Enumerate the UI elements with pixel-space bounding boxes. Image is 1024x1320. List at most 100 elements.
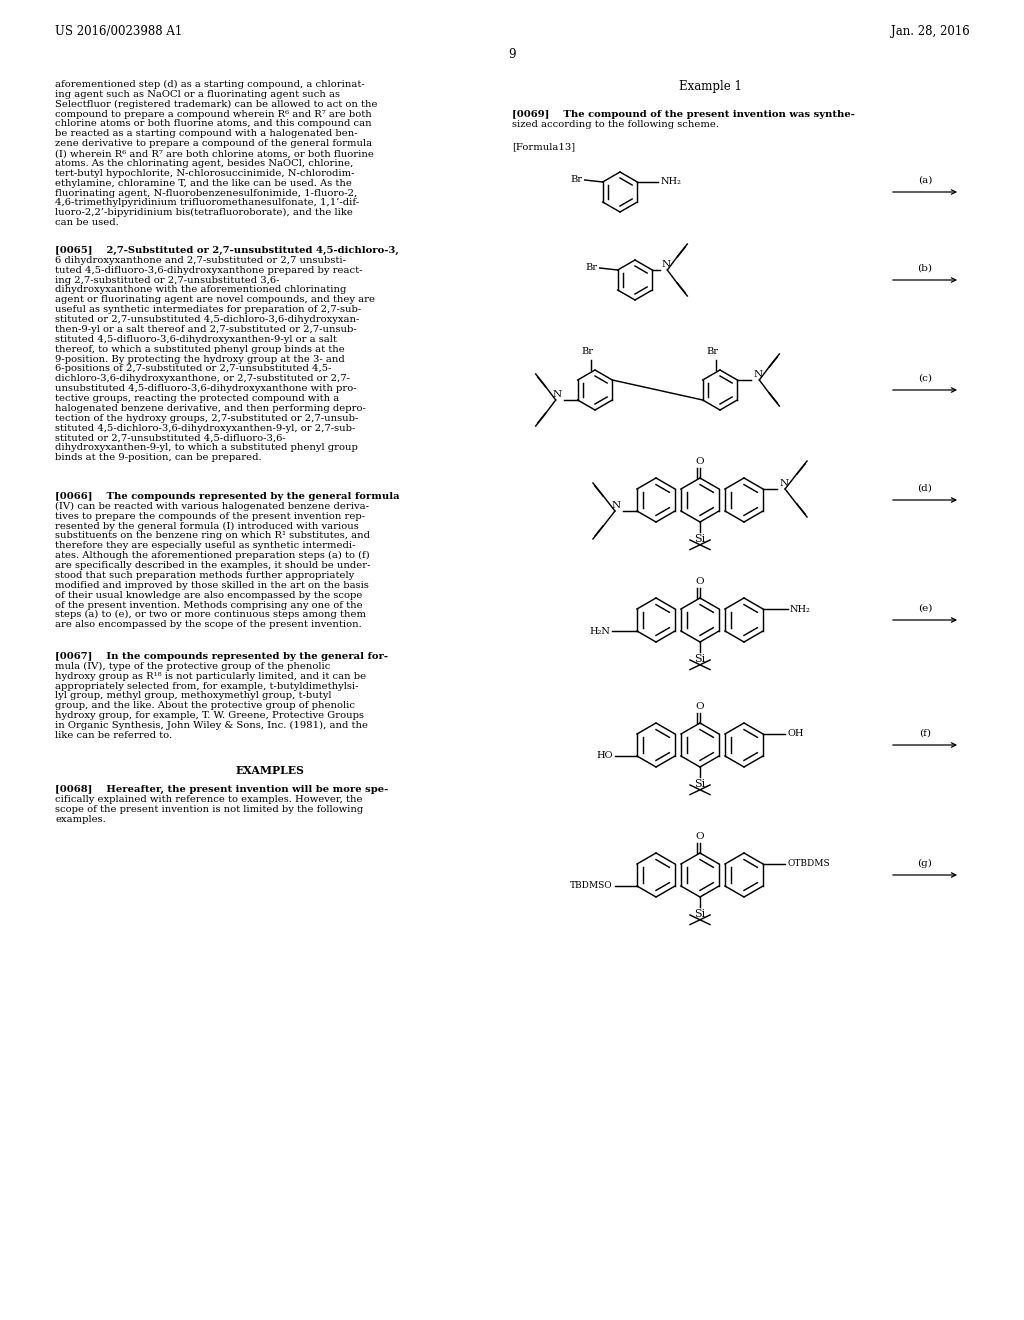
Text: binds at the 9-position, can be prepared.: binds at the 9-position, can be prepared…	[55, 453, 261, 462]
Text: OTBDMS: OTBDMS	[787, 859, 829, 869]
Text: are also encompassed by the scope of the present invention.: are also encompassed by the scope of the…	[55, 620, 361, 630]
Text: tection of the hydroxy groups, 2,7-substituted or 2,7-unsub-: tection of the hydroxy groups, 2,7-subst…	[55, 413, 358, 422]
Text: Br: Br	[586, 264, 598, 272]
Text: (a): (a)	[918, 176, 932, 185]
Text: Example 1: Example 1	[679, 81, 741, 92]
Text: sized according to the following scheme.: sized according to the following scheme.	[512, 120, 719, 129]
Text: N: N	[611, 502, 621, 510]
Text: therefore they are especially useful as synthetic intermedi-: therefore they are especially useful as …	[55, 541, 355, 550]
Text: can be used.: can be used.	[55, 218, 119, 227]
Text: Jan. 28, 2016: Jan. 28, 2016	[891, 25, 970, 38]
Text: be reacted as a starting compound with a halogenated ben-: be reacted as a starting compound with a…	[55, 129, 357, 139]
Text: NH₂: NH₂	[660, 177, 681, 186]
Text: (I) wherein R⁶ and R⁷ are both chlorine atoms, or both fluorine: (I) wherein R⁶ and R⁷ are both chlorine …	[55, 149, 374, 158]
Text: US 2016/0023988 A1: US 2016/0023988 A1	[55, 25, 182, 38]
Text: stituted or 2,7-unsubstituted 4,5-difluoro-3,6-: stituted or 2,7-unsubstituted 4,5-difluo…	[55, 433, 286, 442]
Text: examples.: examples.	[55, 814, 105, 824]
Text: H₂N: H₂N	[589, 627, 610, 635]
Text: 6-positions of 2,7-substituted or 2,7-unsubstituted 4,5-: 6-positions of 2,7-substituted or 2,7-un…	[55, 364, 332, 374]
Text: appropriately selected from, for example, t-butyldimethylsi-: appropriately selected from, for example…	[55, 681, 358, 690]
Text: substituents on the benzene ring on which R¹ substitutes, and: substituents on the benzene ring on whic…	[55, 532, 370, 540]
Text: modified and improved by those skilled in the art on the basis: modified and improved by those skilled i…	[55, 581, 369, 590]
Text: agent or fluorinating agent are novel compounds, and they are: agent or fluorinating agent are novel co…	[55, 296, 375, 305]
Text: (d): (d)	[918, 484, 933, 492]
Text: O: O	[695, 457, 705, 466]
Text: of their usual knowledge are also encompassed by the scope: of their usual knowledge are also encomp…	[55, 590, 362, 599]
Text: tuted 4,5-difluoro-3,6-dihydroxyxanthone prepared by react-: tuted 4,5-difluoro-3,6-dihydroxyxanthone…	[55, 265, 362, 275]
Text: atoms. As the chlorinating agent, besides NaOCl, chlorine,: atoms. As the chlorinating agent, beside…	[55, 158, 353, 168]
Text: (g): (g)	[918, 859, 933, 869]
Text: resented by the general formula (I) introduced with various: resented by the general formula (I) intr…	[55, 521, 358, 531]
Text: like can be referred to.: like can be referred to.	[55, 731, 172, 741]
Text: hydroxy group as R¹⁸ is not particularly limited, and it can be: hydroxy group as R¹⁸ is not particularly…	[55, 672, 367, 681]
Text: O: O	[695, 832, 705, 841]
Text: EXAMPLES: EXAMPLES	[236, 766, 304, 776]
Text: (e): (e)	[918, 605, 932, 612]
Text: ethylamine, chloramine T, and the like can be used. As the: ethylamine, chloramine T, and the like c…	[55, 178, 352, 187]
Text: stituted 4,5-difluoro-3,6-dihydroxyxanthen-9-yl or a salt: stituted 4,5-difluoro-3,6-dihydroxyxanth…	[55, 335, 337, 343]
Text: tert-butyl hypochlorite, N-chlorosuccinimide, N-chlorodim-: tert-butyl hypochlorite, N-chlorosuccini…	[55, 169, 354, 178]
Text: Br: Br	[570, 176, 583, 185]
Text: 6 dihydroxyxanthone and 2,7-substituted or 2,7 unsubsti-: 6 dihydroxyxanthone and 2,7-substituted …	[55, 256, 346, 265]
Text: ates. Although the aforementioned preparation steps (a) to (f): ates. Although the aforementioned prepar…	[55, 552, 370, 560]
Text: tective groups, reacting the protected compound with a: tective groups, reacting the protected c…	[55, 393, 339, 403]
Text: halogenated benzene derivative, and then performing depro-: halogenated benzene derivative, and then…	[55, 404, 366, 413]
Text: O: O	[695, 577, 705, 586]
Text: in Organic Synthesis, John Wiley & Sons, Inc. (1981), and the: in Organic Synthesis, John Wiley & Sons,…	[55, 721, 368, 730]
Text: tives to prepare the compounds of the present invention rep-: tives to prepare the compounds of the pr…	[55, 512, 366, 520]
Text: hydroxy group, for example, T. W. Greene, Protective Groups: hydroxy group, for example, T. W. Greene…	[55, 711, 364, 721]
Text: Si: Si	[694, 653, 706, 664]
Text: compound to prepare a compound wherein R⁶ and R⁷ are both: compound to prepare a compound wherein R…	[55, 110, 372, 119]
Text: N: N	[662, 260, 671, 269]
Text: ing agent such as NaOCl or a fluorinating agent such as: ing agent such as NaOCl or a fluorinatin…	[55, 90, 340, 99]
Text: useful as synthetic intermediates for preparation of 2,7-sub-: useful as synthetic intermediates for pr…	[55, 305, 361, 314]
Text: [0067]    In the compounds represented by the general for-: [0067] In the compounds represented by t…	[55, 652, 388, 661]
Text: fluorinating agent, N-fluorobenzenesulfonimide, 1-fluoro-2,: fluorinating agent, N-fluorobenzenesulfo…	[55, 189, 357, 198]
Text: scope of the present invention is not limited by the following: scope of the present invention is not li…	[55, 805, 364, 813]
Text: TBDMSO: TBDMSO	[570, 882, 613, 891]
Text: Si: Si	[694, 909, 706, 919]
Text: ing 2,7-substituted or 2,7-unsubstituted 3,6-: ing 2,7-substituted or 2,7-unsubstituted…	[55, 276, 280, 285]
Text: of the present invention. Methods comprising any one of the: of the present invention. Methods compri…	[55, 601, 362, 610]
Text: Selectfluor (registered trademark) can be allowed to act on the: Selectfluor (registered trademark) can b…	[55, 100, 378, 108]
Text: N: N	[553, 389, 562, 399]
Text: lyl group, methyl group, methoxymethyl group, t-butyl: lyl group, methyl group, methoxymethyl g…	[55, 692, 332, 701]
Text: stituted or 2,7-unsubstituted 4,5-dichloro-3,6-dihydroxyxan-: stituted or 2,7-unsubstituted 4,5-dichlo…	[55, 315, 359, 323]
Text: zene derivative to prepare a compound of the general formula: zene derivative to prepare a compound of…	[55, 139, 372, 148]
Text: are specifically described in the examples, it should be under-: are specifically described in the exampl…	[55, 561, 371, 570]
Text: NH₂: NH₂	[791, 605, 811, 614]
Text: [0066]    The compounds represented by the general formula: [0066] The compounds represented by the …	[55, 492, 399, 502]
Text: group, and the like. About the protective group of phenolic: group, and the like. About the protectiv…	[55, 701, 355, 710]
Text: chlorine atoms or both fluorine atoms, and this compound can: chlorine atoms or both fluorine atoms, a…	[55, 119, 372, 128]
Text: [0065]    2,7-Substituted or 2,7-unsubstituted 4,5-dichloro-3,: [0065] 2,7-Substituted or 2,7-unsubstitu…	[55, 246, 399, 255]
Text: thereof, to which a substituted phenyl group binds at the: thereof, to which a substituted phenyl g…	[55, 345, 345, 354]
Text: [0069]    The compound of the present invention was synthe-: [0069] The compound of the present inven…	[512, 110, 855, 119]
Text: Br: Br	[706, 347, 718, 356]
Text: (f): (f)	[919, 729, 931, 738]
Text: (b): (b)	[918, 264, 933, 273]
Text: HO: HO	[596, 751, 613, 760]
Text: N: N	[779, 479, 788, 488]
Text: dichloro-3,6-dihydroxyxanthone, or 2,7-substituted or 2,7-: dichloro-3,6-dihydroxyxanthone, or 2,7-s…	[55, 375, 350, 383]
Text: Br: Br	[581, 347, 593, 356]
Text: Si: Si	[694, 535, 706, 544]
Text: mula (IV), type of the protective group of the phenolic: mula (IV), type of the protective group …	[55, 661, 331, 671]
Text: aforementioned step (d) as a starting compound, a chlorinat-: aforementioned step (d) as a starting co…	[55, 81, 365, 90]
Text: [Formula13]: [Formula13]	[512, 143, 575, 150]
Text: luoro-2,2’-bipyridinium bis(tetrafluoroborate), and the like: luoro-2,2’-bipyridinium bis(tetrafluorob…	[55, 209, 353, 218]
Text: cifically explained with reference to examples. However, the: cifically explained with reference to ex…	[55, 795, 362, 804]
Text: then-9-yl or a salt thereof and 2,7-substituted or 2,7-unsub-: then-9-yl or a salt thereof and 2,7-subs…	[55, 325, 356, 334]
Text: steps (a) to (e), or two or more continuous steps among them: steps (a) to (e), or two or more continu…	[55, 610, 366, 619]
Text: O: O	[695, 702, 705, 711]
Text: 9: 9	[508, 48, 516, 61]
Text: 4,6-trimethylpyridinium trifluoromethanesulfonate, 1,1’-dif-: 4,6-trimethylpyridinium trifluoromethane…	[55, 198, 359, 207]
Text: (c): (c)	[918, 374, 932, 383]
Text: dihydroxyxanthone with the aforementioned chlorinating: dihydroxyxanthone with the aforementione…	[55, 285, 346, 294]
Text: stood that such preparation methods further appropriately: stood that such preparation methods furt…	[55, 572, 354, 579]
Text: 9-position. By protecting the hydroxy group at the 3- and: 9-position. By protecting the hydroxy gr…	[55, 355, 345, 363]
Text: N: N	[754, 370, 763, 379]
Text: OH: OH	[787, 730, 804, 738]
Text: Si: Si	[694, 779, 706, 789]
Text: (IV) can be reacted with various halogenated benzene deriva-: (IV) can be reacted with various halogen…	[55, 502, 369, 511]
Text: stituted 4,5-dichloro-3,6-dihydroxyxanthen-9-yl, or 2,7-sub-: stituted 4,5-dichloro-3,6-dihydroxyxanth…	[55, 424, 355, 433]
